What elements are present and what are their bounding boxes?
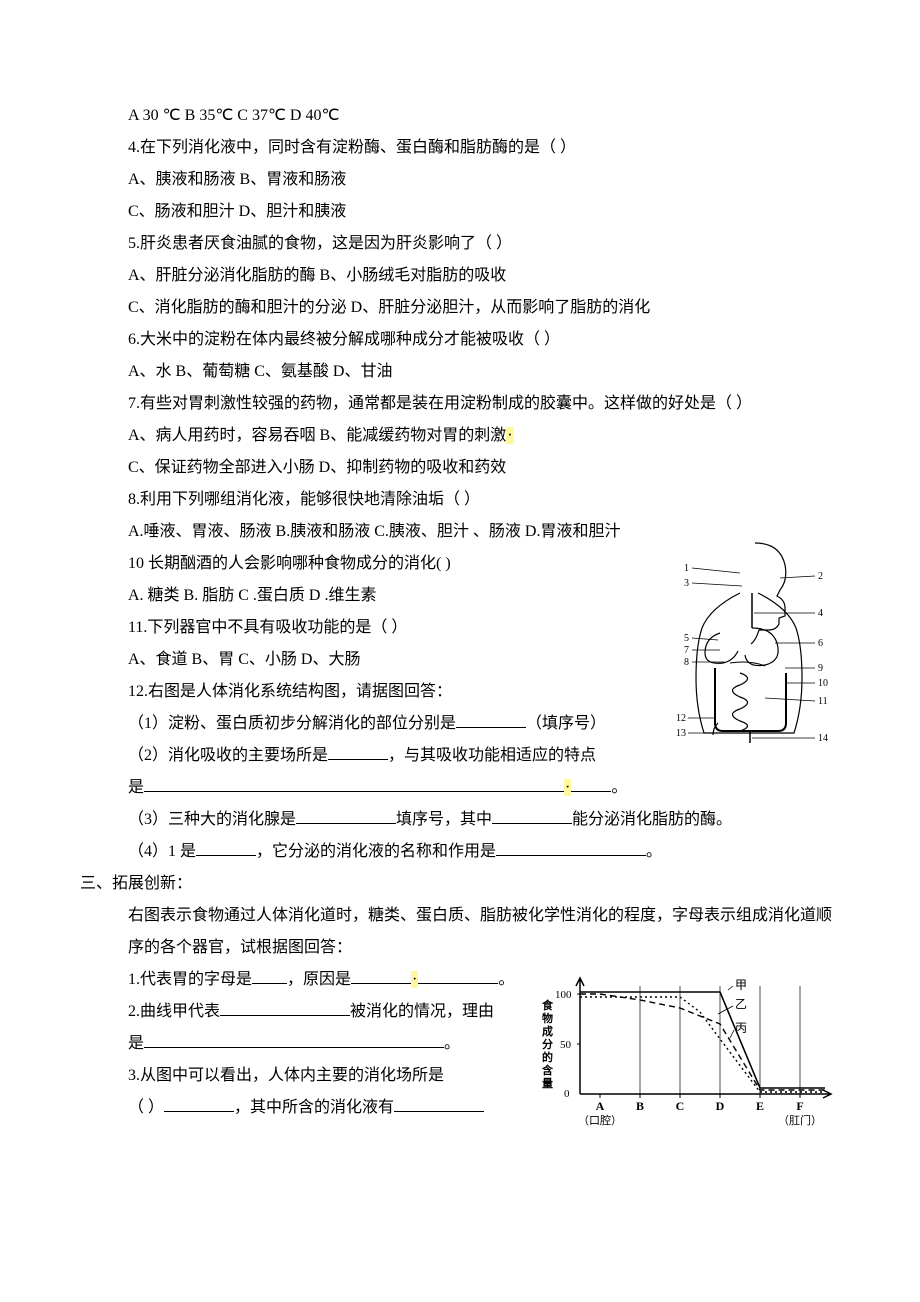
q12-p3-text: （3）三种大的消化腺是	[128, 811, 296, 828]
q7-opts-cd: C、保证药物全部进入小肠 D、抑制药物的吸收和药效	[80, 452, 840, 484]
q4-opts-ab: A、胰液和肠液 B、胃液和肠液	[80, 164, 840, 196]
blank-input[interactable]	[351, 967, 411, 984]
svg-text:量: 量	[542, 1077, 553, 1090]
svg-text:含: 含	[541, 1063, 554, 1077]
svg-text:2: 2	[818, 571, 823, 582]
q12-p2b: 是 · 。	[80, 772, 840, 804]
highlight-dot-icon: ·	[506, 427, 513, 444]
svg-text:9: 9	[818, 663, 823, 674]
svg-text:食: 食	[542, 998, 554, 1012]
q7-opt-ab-text: A、病人用药时，容易吞咽 B、能减缓药物对胃的刺激	[128, 427, 506, 444]
e1-tail: 。	[498, 971, 514, 988]
digestive-system-figure: 1 3 5 7 8 12 13 2 4 6 9 10 11 14	[670, 538, 835, 748]
svg-text:5: 5	[684, 633, 689, 644]
q4-stem: 4.在下列消化液中，同时含有淀粉酶、蛋白酶和脂肪酶的是（ ）	[80, 132, 840, 164]
q7-opts-ab: A、病人用药时，容易吞咽 B、能减缓药物对胃的刺激·	[80, 420, 840, 452]
q12-p3-mid: 填序号，其中	[396, 811, 492, 828]
blank-input[interactable]	[220, 999, 350, 1016]
e3b-paren: （ ）	[128, 1099, 164, 1116]
svg-text:7: 7	[684, 645, 689, 656]
section3-title: 三、拓展创新：	[80, 868, 840, 900]
q12-p2b-text: 是	[128, 779, 144, 796]
svg-text:12: 12	[676, 713, 686, 724]
blank-input[interactable]	[296, 807, 396, 824]
q12-p4-tail: 。	[646, 843, 662, 860]
blank-input[interactable]	[492, 807, 572, 824]
svg-text:11: 11	[818, 696, 828, 707]
svg-text:14: 14	[818, 733, 828, 744]
svg-text:F: F	[796, 1099, 803, 1113]
svg-text:（肛门）: （肛门）	[778, 1113, 822, 1127]
blank-input[interactable]	[252, 967, 287, 984]
e1-mid: ，原因是	[287, 971, 351, 988]
svg-text:6: 6	[818, 638, 823, 649]
e2b-tail: 。	[444, 1035, 460, 1052]
svg-text:分: 分	[542, 1037, 553, 1051]
svg-text:13: 13	[676, 728, 686, 739]
q4-opts-cd: C、肠液和胆汁 D、胆汁和胰液	[80, 196, 840, 228]
q12-p4-mid: ，它分泌的消化液的名称和作用是	[256, 843, 496, 860]
q12-p4-text: （4）1 是	[128, 843, 196, 860]
svg-text:50: 50	[560, 1039, 572, 1051]
svg-text:A: A	[596, 1099, 605, 1113]
blank-input[interactable]	[394, 1095, 484, 1112]
svg-text:0: 0	[564, 1088, 570, 1100]
blank-input[interactable]	[496, 839, 646, 856]
blank-input[interactable]	[328, 743, 388, 760]
svg-text:（口腔）: （口腔）	[578, 1113, 622, 1127]
q6-stem: 6.大米中的淀粉在体内最终被分解成哪种成分才能被吸收（ ）	[80, 324, 840, 356]
svg-text:E: E	[756, 1099, 764, 1113]
svg-text:B: B	[636, 1099, 644, 1113]
section3-intro: 右图表示食物通过人体消化道时，糖类、蛋白质、脂肪被化学性消化的程度，字母表示组成…	[80, 900, 840, 964]
blank-input[interactable]	[164, 1095, 234, 1112]
e2-mid: 被消化的情况，理由	[350, 1003, 494, 1020]
svg-text:8: 8	[684, 657, 689, 668]
q12-p4: （4）1 是 ，它分泌的消化液的名称和作用是 。	[80, 836, 840, 868]
svg-text:的: 的	[542, 1050, 553, 1064]
highlight-dot-icon: ·	[411, 971, 418, 988]
svg-text:丙: 丙	[735, 1021, 747, 1035]
q12-p1-tail: （填序号）	[526, 715, 606, 732]
q12-p3-tail: 能分泌消化脂肪的酶。	[572, 811, 732, 828]
e1-pre: 1.代表胃的字母是	[128, 971, 252, 988]
digestion-chart: 0 50 100 食 物 成 分 的 含 量	[540, 964, 840, 1134]
svg-text:成: 成	[542, 1024, 553, 1038]
e2b-pre: 是	[128, 1035, 144, 1052]
svg-text:1: 1	[684, 563, 689, 574]
blank-input[interactable]	[571, 775, 611, 792]
q12-p3: （3）三种大的消化腺是 填序号，其中 能分泌消化脂肪的酶。	[80, 804, 840, 836]
e3b-mid: ，其中所含的消化液有	[234, 1099, 394, 1116]
q7-stem: 7.有些对胃刺激性较强的药物，通常都是装在用淀粉制成的胶囊中。这样做的好处是（ …	[80, 388, 840, 420]
svg-text:4: 4	[818, 608, 823, 619]
svg-text:乙: 乙	[735, 997, 747, 1011]
svg-text:甲: 甲	[735, 978, 747, 992]
e2-pre: 2.曲线甲代表	[128, 1003, 220, 1020]
q5-opts-cd: C、消化脂肪的酶和胆汁的分泌 D、肝脏分泌胆汁，从而影响了脂肪的消化	[80, 292, 840, 324]
blank-input[interactable]	[144, 775, 564, 792]
svg-text:10: 10	[818, 678, 828, 689]
q12-p2-mid: ，与其吸收功能相适应的特点	[388, 747, 596, 764]
e3-pre: 3.从图中可以看出，人体内主要的消化场所是	[128, 1067, 444, 1084]
blank-input[interactable]	[144, 1031, 444, 1048]
q3-options: A 30 ℃ B 35℃ C 37℃ D 40℃	[80, 100, 840, 132]
svg-text:C: C	[676, 1099, 685, 1113]
svg-text:物: 物	[542, 1011, 553, 1025]
q5-opts-ab: A、肝脏分泌消化脂肪的酶 B、小肠绒毛对脂肪的吸收	[80, 260, 840, 292]
blank-input[interactable]	[418, 967, 498, 984]
svg-text:100: 100	[555, 989, 572, 1001]
svg-text:3: 3	[684, 578, 689, 589]
q12-p2b-tail: 。	[611, 779, 627, 796]
q12-p1-text: （1）淀粉、蛋白质初步分解消化的部位分别是	[128, 715, 456, 732]
highlight-dot-icon: ·	[564, 779, 571, 796]
svg-text:D: D	[716, 1099, 725, 1113]
blank-input[interactable]	[456, 711, 526, 728]
q5-stem: 5.肝炎患者厌食油腻的食物，这是因为肝炎影响了（ ）	[80, 228, 840, 260]
blank-input[interactable]	[196, 839, 256, 856]
q6-opts: A、水 B、葡萄糖 C、氨基酸 D、甘油	[80, 356, 840, 388]
q8-stem: 8.利用下列哪组消化液，能够很快地清除油垢（ ）	[80, 484, 840, 516]
q12-p2-text: （2）消化吸收的主要场所是	[128, 747, 328, 764]
